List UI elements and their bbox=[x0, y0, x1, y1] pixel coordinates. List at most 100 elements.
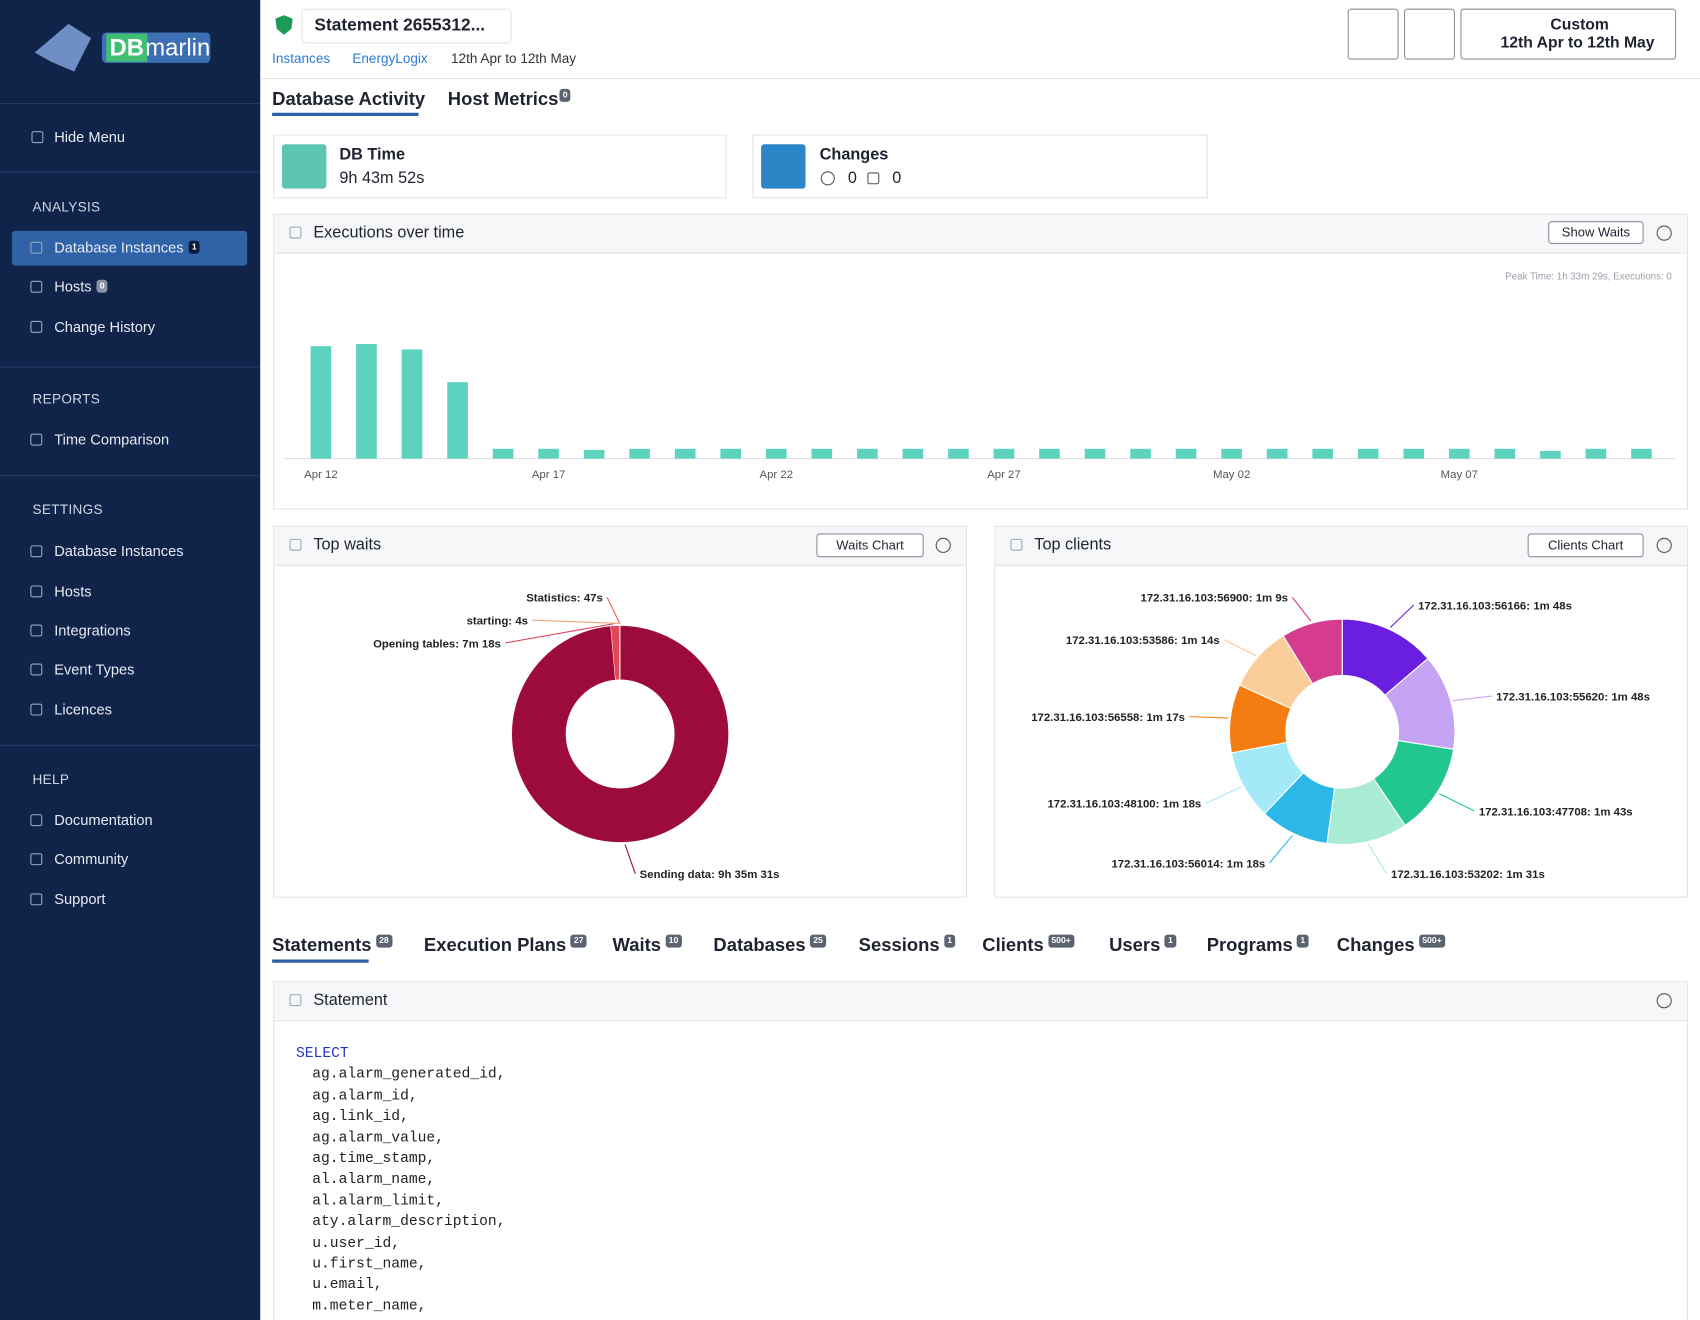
tab[interactable]: Database Activity bbox=[272, 89, 425, 111]
header-rule bbox=[260, 78, 1700, 79]
panel-title: Top waits bbox=[313, 535, 381, 557]
menu-item[interactable]: Event Types bbox=[54, 659, 134, 681]
bottom-tab[interactable]: Programs bbox=[1207, 935, 1293, 957]
calendar-icon bbox=[867, 172, 879, 184]
menu-icon bbox=[30, 624, 42, 636]
menu-item[interactable]: Documentation bbox=[54, 810, 152, 832]
collapse-button[interactable] bbox=[936, 538, 951, 553]
badge: 1 bbox=[1297, 935, 1308, 948]
badge: 1 bbox=[189, 241, 200, 254]
panel-icon bbox=[289, 994, 301, 1006]
divider bbox=[0, 366, 260, 367]
top-clients-panel bbox=[994, 526, 1688, 898]
code-line: ag.alarm_generated_id, bbox=[312, 1065, 505, 1087]
executions-panel bbox=[273, 214, 1688, 510]
show-waits-button[interactable]: Show Waits bbox=[1548, 221, 1643, 244]
menu-icon bbox=[30, 893, 42, 905]
divider bbox=[0, 171, 260, 172]
section-title: HELP bbox=[33, 769, 70, 791]
code-line: SELECT bbox=[296, 1044, 349, 1066]
info-icon bbox=[821, 171, 835, 185]
card-title: Changes bbox=[820, 144, 889, 166]
collapse-button[interactable] bbox=[1657, 993, 1672, 1008]
menu-item[interactable]: Community bbox=[54, 849, 128, 871]
menu-item[interactable]: Hosts bbox=[54, 276, 91, 298]
menu-item[interactable]: Database Instances bbox=[54, 237, 183, 259]
tab-underline bbox=[272, 113, 418, 116]
code-line: u.first_name, bbox=[312, 1254, 426, 1276]
hide-menu[interactable]: Hide Menu bbox=[54, 127, 125, 149]
menu-icon bbox=[30, 704, 42, 716]
bottom-tab[interactable]: Changes bbox=[1337, 935, 1415, 957]
card-value: 9h 43m 52s bbox=[339, 168, 424, 190]
card-title: DB Time bbox=[339, 144, 405, 166]
menu-icon bbox=[30, 814, 42, 826]
menu-item[interactable]: Support bbox=[54, 889, 105, 911]
code-line: aty.alarm_description, bbox=[312, 1212, 505, 1234]
bottom-tab[interactable]: Clients bbox=[982, 935, 1043, 957]
clients-chart-button[interactable]: Clients Chart bbox=[1528, 533, 1644, 557]
bottom-tab[interactable]: Sessions bbox=[859, 935, 940, 957]
panel-title: Statement bbox=[313, 990, 387, 1012]
menu-item[interactable]: Licences bbox=[54, 699, 112, 721]
section-title: SETTINGS bbox=[33, 499, 103, 521]
collapse-button[interactable] bbox=[1657, 226, 1672, 241]
menu-icon bbox=[30, 242, 42, 254]
code-line: al.alarm_name, bbox=[312, 1170, 435, 1192]
badge: 0 bbox=[559, 89, 570, 102]
badge: 1 bbox=[944, 935, 955, 948]
collapse-button[interactable] bbox=[1657, 538, 1672, 553]
menu-icon bbox=[30, 434, 42, 446]
peak-info: Peak Time: 1h 33m 29s, Executions: 0 bbox=[1505, 271, 1672, 282]
code-line: u.user_id, bbox=[312, 1233, 400, 1255]
changes-calendar: 0 bbox=[892, 168, 901, 190]
menu-item[interactable]: Change History bbox=[54, 317, 155, 339]
menu-icon bbox=[30, 853, 42, 865]
code-line: ag.alarm_id, bbox=[312, 1086, 417, 1108]
menu-item[interactable]: Time Comparison bbox=[54, 429, 169, 451]
code-line: al.alarm_limit, bbox=[312, 1191, 444, 1213]
divider bbox=[0, 103, 260, 104]
menu-icon bbox=[30, 321, 42, 333]
bottom-tab[interactable]: Statements bbox=[272, 935, 371, 957]
section-title: REPORTS bbox=[33, 388, 101, 410]
divider bbox=[0, 475, 260, 476]
tab[interactable]: Host Metrics bbox=[448, 89, 559, 111]
logo-name: marlin bbox=[145, 34, 210, 62]
panel-icon bbox=[289, 539, 301, 551]
tab-underline bbox=[272, 959, 368, 962]
panel-title: Top clients bbox=[1034, 535, 1111, 557]
badge: 28 bbox=[376, 935, 392, 948]
menu-item[interactable]: Integrations bbox=[54, 620, 130, 642]
sidebar: DBmarlinHide MenuANALYSISDatabase Instan… bbox=[0, 0, 260, 1320]
waits-chart-button[interactable]: Waits Chart bbox=[816, 533, 923, 557]
menu-icon bbox=[30, 281, 42, 293]
divider bbox=[0, 745, 260, 746]
bottom-tab[interactable]: Databases bbox=[713, 935, 805, 957]
changes-info: 0 bbox=[848, 168, 857, 190]
bottom-tab[interactable]: Users bbox=[1109, 935, 1160, 957]
breadcrumb-link[interactable]: EnergyLogix bbox=[352, 48, 427, 70]
menu-icon bbox=[30, 585, 42, 597]
time-range-value[interactable]: 12th Apr to 12th May bbox=[1501, 33, 1655, 55]
breadcrumb-current: 12th Apr to 12th May bbox=[451, 48, 576, 70]
shield-icon bbox=[275, 15, 292, 35]
breadcrumb-link[interactable]: Instances bbox=[272, 48, 330, 70]
statement-panel bbox=[273, 981, 1688, 1320]
bottom-tab[interactable]: Execution Plans bbox=[424, 935, 566, 957]
code-line: ag.alarm_value, bbox=[312, 1128, 444, 1150]
badge: 0 bbox=[96, 280, 107, 293]
panel-title: Executions over time bbox=[313, 222, 464, 244]
panel-header bbox=[274, 982, 1687, 1021]
badge: 10 bbox=[665, 935, 681, 948]
refresh-button bbox=[1404, 9, 1455, 60]
statement-name[interactable]: Statement 2655312... bbox=[314, 15, 485, 37]
bottom-tab[interactable]: Waits bbox=[613, 935, 661, 957]
menu-item[interactable]: Hosts bbox=[54, 581, 91, 603]
logo-db: DB bbox=[106, 34, 147, 62]
badge: 500+ bbox=[1419, 935, 1445, 948]
menu-item[interactable]: Database Instances bbox=[54, 541, 183, 563]
menu-icon bbox=[30, 664, 42, 676]
